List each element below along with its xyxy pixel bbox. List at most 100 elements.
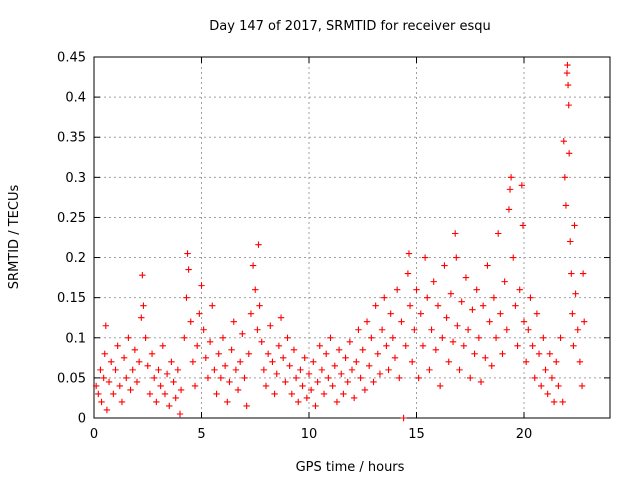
data-point [510, 254, 517, 261]
data-point [267, 322, 274, 329]
data-point [467, 374, 474, 382]
data-point [288, 390, 295, 398]
data-point [252, 286, 259, 293]
data-point [569, 310, 576, 317]
y-tick-label: 0.15 [57, 291, 86, 306]
data-point [376, 370, 384, 378]
data-point [239, 330, 246, 337]
data-point [142, 334, 149, 341]
data-point [499, 350, 506, 358]
data-point [565, 150, 573, 157]
data-point [531, 374, 538, 382]
data-point [166, 402, 173, 410]
data-point [323, 350, 330, 358]
data-point [277, 314, 285, 321]
data-point [254, 326, 261, 333]
data-point [92, 382, 100, 390]
data-point [110, 390, 117, 398]
data-point [557, 334, 564, 341]
data-point [578, 382, 586, 390]
data-point [443, 314, 450, 321]
data-point [258, 338, 265, 345]
data-point [144, 362, 151, 370]
data-point [540, 334, 547, 341]
data-point [519, 222, 527, 229]
y-tick-label: 0.45 [57, 51, 86, 66]
data-point [581, 318, 588, 325]
data-point [479, 302, 487, 309]
data-point [320, 390, 328, 398]
y-tick-label: 0.4 [65, 91, 86, 106]
data-point [387, 310, 394, 317]
data-point [153, 398, 160, 406]
data-point [525, 326, 532, 333]
data-point [421, 254, 429, 261]
data-point [187, 318, 194, 325]
data-point [342, 354, 349, 362]
data-point [462, 274, 470, 281]
data-point [561, 174, 569, 181]
data-point [120, 354, 128, 362]
data-point [273, 370, 280, 378]
data-point [243, 402, 250, 410]
data-point [241, 374, 248, 382]
x-tick-label: 15 [408, 427, 425, 442]
data-point [129, 366, 136, 374]
data-point [299, 382, 306, 390]
data-point [138, 314, 145, 321]
data-point [559, 398, 566, 406]
data-point [194, 342, 201, 349]
data-points [92, 61, 588, 422]
data-point [209, 302, 216, 309]
data-point [550, 398, 558, 406]
data-point [460, 342, 467, 349]
data-point [542, 366, 549, 374]
data-point [568, 270, 575, 277]
data-point [512, 302, 519, 309]
data-point [245, 350, 252, 358]
data-point [133, 378, 141, 386]
data-point [570, 342, 577, 349]
data-point [170, 378, 177, 386]
data-point [100, 374, 107, 382]
data-point [191, 382, 199, 390]
data-point [514, 342, 521, 349]
data-point [434, 302, 442, 309]
data-point [490, 294, 498, 301]
data-point [226, 378, 233, 386]
data-point [338, 370, 345, 378]
data-point [103, 406, 111, 414]
data-point [546, 350, 553, 358]
axis-ticks [93, 56, 610, 419]
data-point [183, 294, 190, 301]
y-axis-label: SRMTID / TECUs [7, 185, 22, 290]
y-tick-label: 0.1 [65, 331, 86, 346]
data-point [533, 310, 541, 317]
data-point [405, 250, 413, 257]
data-point [224, 398, 231, 406]
data-point [497, 310, 504, 317]
data-point [189, 358, 197, 366]
data-point [198, 282, 205, 289]
data-point [196, 310, 203, 317]
x-axis-label: GPS time / hours [296, 460, 405, 475]
data-point [163, 370, 171, 378]
data-point [297, 366, 304, 374]
data-point [262, 382, 270, 390]
data-point [217, 374, 225, 382]
data-point [406, 302, 414, 309]
data-point [447, 290, 455, 297]
data-point [303, 394, 311, 402]
plot-frame [93, 56, 611, 419]
data-point [363, 318, 371, 325]
data-point [492, 334, 500, 341]
data-point [359, 346, 366, 354]
data-point [140, 302, 147, 309]
data-point [477, 378, 485, 386]
data-point [381, 294, 388, 301]
data-point [413, 286, 420, 293]
data-point [290, 346, 298, 354]
data-point [232, 366, 240, 374]
data-point [185, 266, 192, 273]
